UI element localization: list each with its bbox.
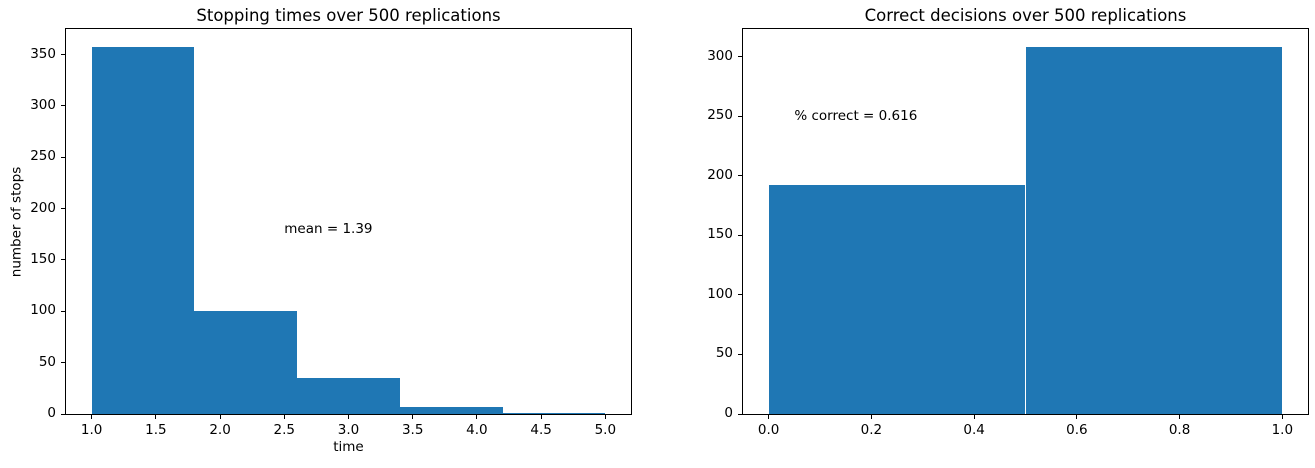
- x-tick: [155, 415, 157, 419]
- x-tick-label: 1.0: [1271, 422, 1294, 438]
- y-tick: [738, 115, 742, 117]
- y-tick: [738, 56, 742, 58]
- y-tick-label: 250: [30, 148, 56, 165]
- x-tick-label: 0.6: [1066, 422, 1088, 438]
- y-tick-label: 200: [707, 166, 733, 183]
- y-tick: [61, 259, 65, 261]
- x-tick-label: 0.0: [757, 422, 780, 438]
- y-tick: [61, 156, 65, 158]
- plot-area: [65, 28, 632, 415]
- y-tick-label: 250: [707, 107, 733, 124]
- plot-area: [742, 28, 1309, 415]
- y-tick-label: 300: [30, 96, 56, 113]
- y-tick: [61, 310, 65, 312]
- chart-title: Correct decisions over 500 replications: [864, 6, 1187, 25]
- y-tick-label: 150: [30, 250, 56, 267]
- x-tick-label: 0.2: [860, 422, 883, 438]
- histogram-bar: [768, 185, 1026, 414]
- x-tick-label: 2.5: [273, 422, 296, 438]
- y-tick: [61, 105, 65, 107]
- y-tick-label: 100: [707, 285, 733, 302]
- x-tick: [870, 415, 872, 419]
- x-tick: [540, 415, 542, 419]
- y-tick: [61, 413, 65, 415]
- annotation-mean: mean = 1.39: [284, 221, 373, 238]
- histogram-bar: [91, 47, 195, 414]
- y-tick-label: 100: [30, 302, 56, 319]
- y-tick-label: 200: [30, 199, 56, 216]
- x-tick-label: 4.5: [530, 422, 552, 438]
- y-tick: [61, 208, 65, 210]
- histogram-bar: [399, 406, 503, 414]
- x-tick: [1281, 415, 1283, 419]
- y-tick-label: 300: [707, 47, 733, 64]
- x-tick: [604, 415, 606, 419]
- histogram-bar: [502, 412, 606, 414]
- y-tick: [738, 175, 742, 177]
- x-tick-label: 1.5: [145, 422, 167, 438]
- histogram-bar: [194, 311, 298, 414]
- x-tick-label: 2.0: [209, 422, 231, 438]
- x-tick: [412, 415, 414, 419]
- x-tick-label: 1.0: [80, 422, 103, 438]
- x-tick-label: 4.0: [466, 422, 488, 438]
- x-tick-label: 3.5: [401, 422, 424, 438]
- x-tick-label: 3.0: [337, 422, 360, 438]
- x-tick: [91, 415, 93, 419]
- y-tick-label: 150: [707, 226, 733, 243]
- y-tick: [738, 353, 742, 355]
- x-tick: [1076, 415, 1078, 419]
- y-tick: [738, 234, 742, 236]
- x-tick: [219, 415, 221, 419]
- x-tick: [768, 415, 770, 419]
- x-tick: [973, 415, 975, 419]
- y-tick-label: 350: [30, 45, 56, 62]
- y-tick-label: 0: [724, 405, 733, 422]
- x-tick: [283, 415, 285, 419]
- x-tick-label: 0.4: [963, 422, 985, 438]
- y-tick: [61, 54, 65, 56]
- annotation-percent-correct: % correct = 0.616: [794, 108, 918, 125]
- x-tick: [348, 415, 349, 419]
- x-tick-label: 5.0: [594, 422, 617, 438]
- x-tick: [1179, 415, 1181, 419]
- y-tick-label: 50: [715, 345, 733, 362]
- y-tick-label: 0: [47, 405, 56, 422]
- x-tick: [476, 415, 478, 419]
- y-tick-label: 50: [38, 353, 56, 370]
- y-tick: [738, 413, 742, 415]
- y-tick: [738, 294, 742, 296]
- y-tick: [61, 362, 65, 364]
- chart-title: Stopping times over 500 replications: [196, 6, 501, 25]
- x-tick-label: 0.8: [1168, 422, 1191, 438]
- histogram-bar: [1025, 47, 1283, 414]
- histogram-bar: [297, 378, 400, 414]
- x-axis-label: time: [333, 439, 364, 455]
